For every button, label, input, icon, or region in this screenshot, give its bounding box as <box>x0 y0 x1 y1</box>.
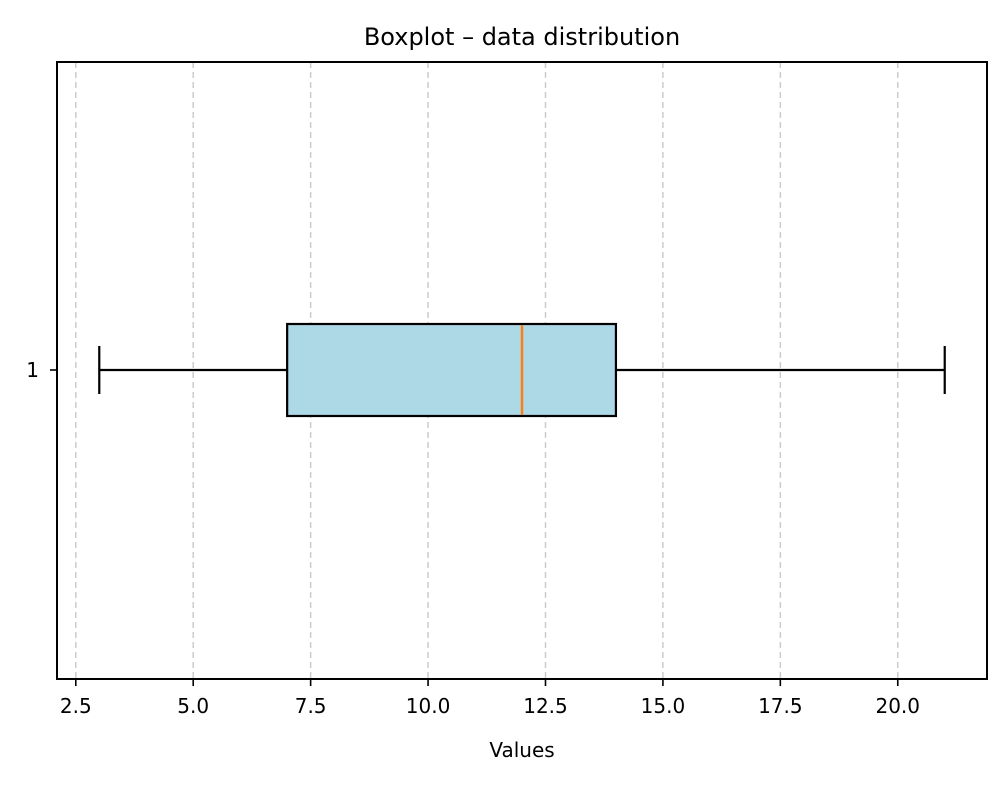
chart-title: Boxplot – data distribution <box>364 23 680 51</box>
grid-lines <box>75 62 899 679</box>
y-tick-label: 1 <box>26 358 39 382</box>
x-tick-label: 2.5 <box>60 694 92 718</box>
x-tick-label: 17.5 <box>758 694 803 718</box>
x-tick-label: 10.0 <box>406 694 451 718</box>
x-axis-ticks: 2.5 5.0 7.5 10.0 12.5 15.0 17.5 20.0 <box>60 679 920 718</box>
y-axis-ticks: 1 <box>26 358 57 382</box>
x-axis-label: Values <box>489 738 554 762</box>
x-tick-label: 15.0 <box>641 694 686 718</box>
x-tick-label: 5.0 <box>177 694 209 718</box>
x-tick-label: 7.5 <box>295 694 327 718</box>
box-plot-series-1 <box>98 322 946 418</box>
x-tick-label: 20.0 <box>875 694 920 718</box>
iqr-box <box>286 322 618 418</box>
x-tick-label: 12.5 <box>523 694 568 718</box>
